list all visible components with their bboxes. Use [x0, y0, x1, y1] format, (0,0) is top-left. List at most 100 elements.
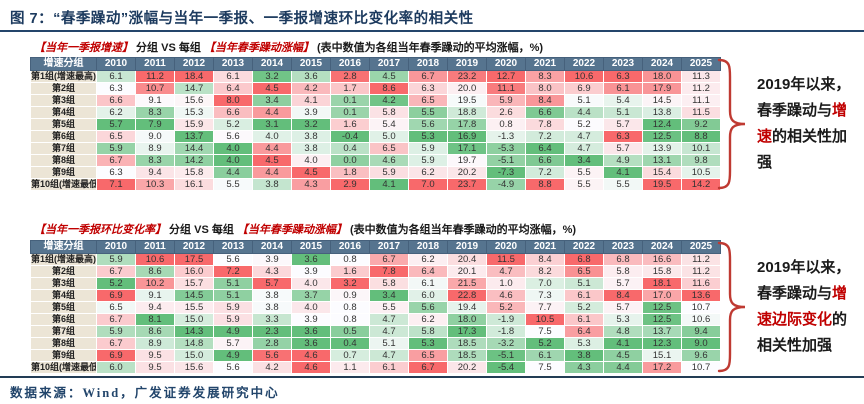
table-row: 第9组 6.9 9.5 15.0 4.9 5.6 4.6 0.7 4.7 6.5 18.5 -5.1 6…	[30, 349, 721, 362]
text-segment: 2019年以来，春季躁动与	[757, 76, 851, 119]
value-cell: 4.7	[369, 313, 409, 326]
value-cell: 5.1	[603, 106, 643, 119]
row-label: 第8组	[30, 154, 97, 167]
value-cell: 4.6	[486, 289, 526, 302]
value-cell: 11.5	[681, 106, 721, 119]
value-cell: 5.9	[96, 253, 136, 266]
value-cell: 10.7	[681, 301, 721, 314]
value-cell: 9.1	[135, 289, 175, 302]
value-cell: 18.1	[642, 277, 682, 290]
value-cell: 5.2	[486, 301, 526, 314]
value-cell: -0.4	[330, 130, 370, 143]
row-label: 第3组	[30, 94, 97, 107]
row-label: 第8组	[30, 337, 97, 350]
value-cell: 16.0	[174, 265, 214, 278]
table-row: 第7组 5.9 8.6 14.3 4.9 2.3 3.6 0.5 4.7 5.8 17.3 -1.8 7…	[30, 325, 721, 338]
curly-brace-annotation-1	[717, 58, 746, 190]
year-header: 2022	[564, 240, 604, 254]
value-cell: 3.8	[252, 178, 292, 191]
table-row: 第9组 6.3 9.4 15.8 4.4 4.4 4.5 1.8 5.9 6.2 20.2 -7.3 7…	[30, 166, 721, 179]
table-row: 第10组(增速最低) 6.0 9.5 15.6 5.6 4.2 4.6 1.1 6.1 6.7 20…	[30, 361, 721, 374]
value-cell: 11.2	[681, 265, 721, 278]
year-header: 2014	[252, 240, 292, 254]
value-cell: 15.6	[174, 361, 214, 374]
value-cell: 10.6	[681, 313, 721, 326]
value-cell: 6.3	[96, 82, 136, 95]
year-header: 2024	[642, 240, 682, 254]
value-cell: 4.7	[564, 130, 604, 143]
value-cell: 4.2	[291, 82, 331, 95]
value-cell: 4.3	[564, 361, 604, 374]
value-cell: 6.7	[369, 253, 409, 266]
year-header: 2019	[447, 57, 487, 71]
value-cell: 3.9	[291, 265, 331, 278]
value-cell: 3.9	[291, 106, 331, 119]
value-cell: 21.5	[447, 277, 487, 290]
value-cell: 4.4	[252, 106, 292, 119]
row-label: 第9组	[30, 349, 97, 362]
value-cell: 11.2	[681, 82, 721, 95]
value-cell: 4.9	[213, 325, 253, 338]
value-cell: 3.4	[564, 154, 604, 167]
value-cell: 6.9	[96, 349, 136, 362]
table-row: 第8组 6.7 8.3 14.2 4.0 4.5 4.0 0.0 4.6 5.9 19.7 -5.1 6…	[30, 154, 721, 167]
value-cell: 3.4	[252, 94, 292, 107]
value-cell: 19.5	[642, 178, 682, 191]
value-cell: 13.1	[642, 154, 682, 167]
year-header: 2019	[447, 240, 487, 254]
value-cell: 9.4	[135, 301, 175, 314]
year-header: 2014	[252, 57, 292, 71]
highlight-text: 【当年一季报增速】	[34, 42, 133, 54]
value-cell: 11.5	[486, 253, 526, 266]
value-cell: 4.7	[369, 325, 409, 338]
value-cell: 17.3	[447, 325, 487, 338]
value-cell: 6.6	[525, 154, 565, 167]
value-cell: 5.7	[96, 118, 136, 131]
annotation-1: 2019年以来，春季躁动与增速的相关性加强	[757, 57, 859, 191]
year-header: 2023	[603, 240, 643, 254]
value-cell: 17.2	[642, 361, 682, 374]
value-cell: 6.2	[408, 166, 448, 179]
value-cell: 6.2	[408, 253, 448, 266]
year-header: 2011	[135, 57, 175, 71]
value-cell: 4.6	[291, 349, 331, 362]
value-cell: 5.5	[564, 166, 604, 179]
value-cell: 10.5	[681, 166, 721, 179]
value-cell: 7.8	[369, 265, 409, 278]
value-cell: 6.1	[96, 70, 136, 83]
value-cell: 4.0	[291, 277, 331, 290]
year-header: 2012	[174, 57, 214, 71]
value-cell: 18.5	[447, 337, 487, 350]
value-cell: 3.8	[291, 142, 331, 155]
highlight-text: 增速边际变化	[757, 285, 848, 328]
value-cell: 8.9	[135, 337, 175, 350]
value-cell: 6.7	[96, 154, 136, 167]
value-cell: 4.9	[213, 349, 253, 362]
value-cell: 8.6	[135, 265, 175, 278]
value-cell: 8.9	[135, 142, 175, 155]
value-cell: 0.8	[330, 301, 370, 314]
value-cell: 3.9	[291, 313, 331, 326]
year-header: 2020	[486, 240, 526, 254]
value-cell: 5.5	[564, 178, 604, 191]
value-cell: 20.2	[447, 361, 487, 374]
value-cell: 5.8	[603, 265, 643, 278]
value-cell: 1.8	[330, 166, 370, 179]
value-cell: 5.9	[96, 325, 136, 338]
value-cell: -5.1	[486, 349, 526, 362]
row-label: 第3组	[30, 277, 97, 290]
value-cell: 5.7	[213, 337, 253, 350]
value-cell: 5.3	[408, 337, 448, 350]
value-cell: 6.0	[408, 289, 448, 302]
value-cell: 6.4	[564, 325, 604, 338]
value-cell: -5.1	[486, 154, 526, 167]
text-segment: 分组 VS 每组	[166, 224, 237, 236]
year-header: 2016	[330, 240, 370, 254]
value-cell: 11.1	[486, 82, 526, 95]
value-cell: 12.3	[642, 337, 682, 350]
table-row: 第5组 5.7 7.9 15.9 5.2 3.1 3.2 1.6 5.4 5.6 17.8 0.8 7.…	[30, 118, 721, 131]
value-cell: 8.2	[525, 265, 565, 278]
value-cell: 6.7	[96, 313, 136, 326]
value-cell: 3.8	[291, 130, 331, 143]
